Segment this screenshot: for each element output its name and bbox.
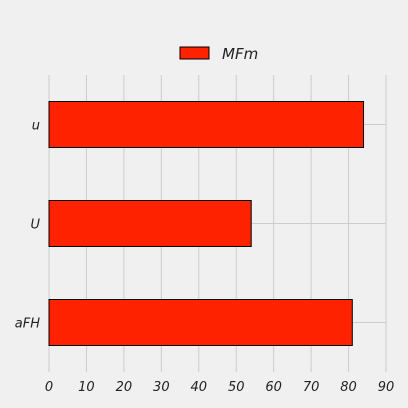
y-tick-label-1: U — [30, 218, 40, 233]
x-tick-label-8: 80 — [340, 380, 357, 395]
y-tick-label-2: aFH — [15, 317, 40, 332]
bars — [48, 101, 365, 346]
legend-swatch-mfm — [179, 46, 210, 60]
x-tick-label-2: 20 — [116, 380, 133, 395]
x-tick-label-5: 50 — [228, 380, 245, 395]
x-tick-label-1: 10 — [78, 380, 95, 395]
bar-u — [48, 101, 365, 148]
y-tick-label-0: u — [32, 119, 40, 134]
x-tick-labels: 0 10 20 30 40 50 60 70 80 90 — [45, 380, 394, 395]
legend: MFm — [179, 45, 258, 63]
x-tick-label-6: 60 — [265, 380, 282, 395]
legend-label-mfm: MFm — [222, 45, 258, 63]
bar-aFH — [48, 299, 353, 346]
x-tick-label-7: 70 — [303, 380, 320, 395]
x-tick-label-4: 40 — [191, 380, 208, 395]
x-tick-label-3: 30 — [153, 380, 170, 395]
bar-U — [48, 200, 252, 247]
x-tick-label-0: 0 — [45, 380, 53, 395]
x-tick-label-9: 90 — [378, 380, 395, 395]
